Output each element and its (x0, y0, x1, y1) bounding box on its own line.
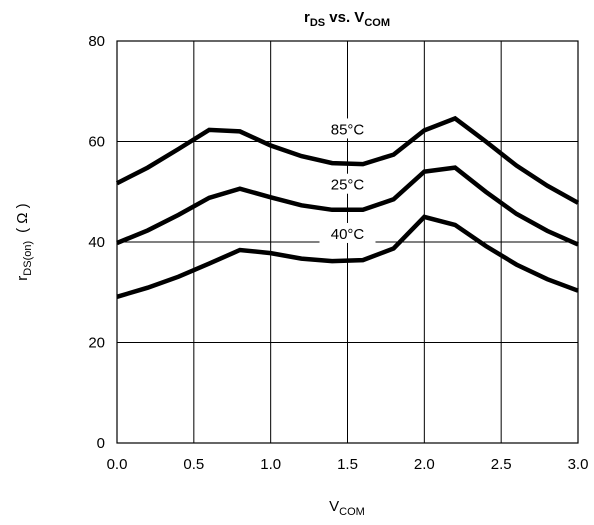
chart-title: rDS vs. VCOM (304, 9, 390, 29)
y-tick-label: 80 (88, 33, 105, 50)
y-tick-label: 60 (88, 134, 105, 151)
x-tick-label: 2.0 (414, 456, 435, 473)
y-tick-label: 0 (97, 435, 105, 452)
y-axis-label-main: r (14, 276, 31, 281)
x-axis-label: VCOM (329, 498, 365, 518)
series-label-background (319, 173, 376, 194)
chart-title-main: r (304, 9, 310, 26)
chart-title-main-sub: DS (310, 17, 325, 29)
y-tick-labels: 0 20 40 60 80 (88, 33, 105, 452)
y-tick-label: 20 (88, 335, 105, 352)
series-label: 25°C (331, 177, 365, 194)
series-label-background (319, 222, 376, 243)
x-axis-label-sub: COM (339, 506, 365, 518)
series-line (116, 165, 579, 247)
x-tick-labels: 0.0 0.5 1.0 1.5 2.0 2.5 3.0 (107, 456, 589, 473)
series-line (116, 214, 579, 299)
x-tick-label: 2.5 (491, 456, 512, 473)
y-tick-label: 40 (88, 234, 105, 251)
y-axis-label: rDS(on) ( Ω ) (14, 203, 34, 280)
series-label-background (319, 118, 376, 139)
chart-title-mid: vs. V (325, 9, 364, 26)
y-axis-label-sub: DS(on) (22, 241, 34, 276)
series-label: 85°C (331, 121, 365, 138)
x-axis-label-main: V (329, 498, 339, 515)
x-tick-label: 0.5 (183, 456, 204, 473)
series-label: 40°C (331, 226, 365, 243)
series-lines (115, 115, 580, 299)
series-line (115, 115, 580, 205)
x-tick-label: 1.5 (337, 456, 358, 473)
chart-title-mid-sub: COM (364, 17, 390, 29)
y-axis-label-unit: ( Ω ) (14, 203, 31, 233)
series-labels: 85°C 25°C 40°C (319, 118, 376, 243)
x-tick-label: 0.0 (107, 456, 128, 473)
x-tick-label: 3.0 (568, 456, 589, 473)
x-tick-label: 1.0 (260, 456, 281, 473)
